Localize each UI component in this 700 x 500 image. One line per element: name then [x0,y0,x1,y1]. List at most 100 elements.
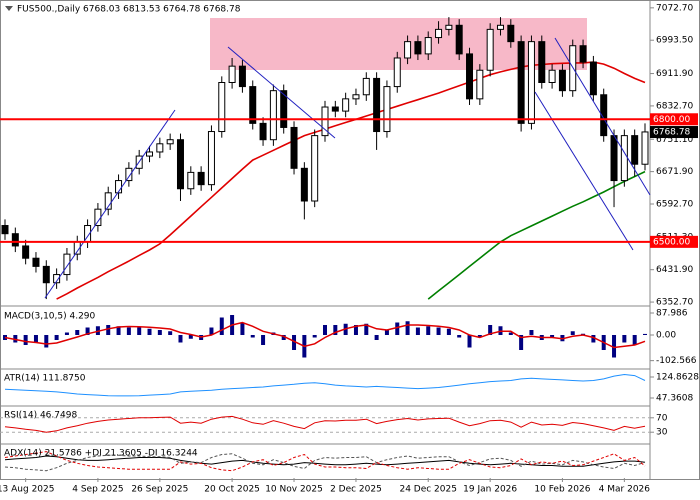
macd-bar [467,335,472,348]
macd-bar [75,330,80,335]
macd-bar [364,323,369,335]
series-line [4,415,646,433]
candle-body [228,65,236,84]
macd-bar [457,335,462,338]
macd-bar [168,331,173,335]
macd-bar [137,327,142,335]
macd-bar [178,335,183,343]
macd-bar [477,335,482,338]
level-label-box [650,113,698,126]
candle-body [125,167,133,182]
candle-body [42,265,50,284]
candle-body [1,225,9,235]
y-tick-label: 6911.90 [656,69,693,79]
macd-bar [550,335,555,338]
candle-body [207,131,215,186]
macd-bar [240,322,245,335]
x-tick-label: 10 Feb 2026 [534,485,590,495]
macd-bar [85,327,90,335]
macd-bar [126,327,131,335]
macd-bar [219,317,224,335]
indicator-title: MACD(3,10,5) 4.290 [4,312,96,322]
macd-bar [426,326,431,335]
candle-body [11,233,19,247]
macd-bar [23,335,28,345]
plot-area [0,17,650,472]
macd-bar [323,325,327,335]
candle-body [300,167,308,202]
candle-body [321,106,329,137]
candle-body [218,82,226,133]
candle-body [466,53,474,100]
candle-body [156,143,164,153]
last-price-box [650,126,698,139]
x-tick-label: 4 Sep 2025 [72,485,123,495]
macd-bar [188,335,193,339]
macd-bar [250,335,255,338]
y-tick-label: 70 [656,413,668,423]
x-tick-label: 10 Nov 2025 [265,485,323,495]
candle-body [104,192,112,210]
candle-body [94,208,102,227]
y-tick-label: 6993.50 [656,36,693,46]
y-tick-label: 6671.90 [656,167,693,177]
candle-body [548,69,556,84]
y-tick-label: 7072.70 [656,3,693,13]
x-tick-label: 20 Oct 2025 [204,485,260,495]
candle-body [352,94,360,100]
series-line [4,321,646,349]
last-price-label: 6768.78 [653,128,690,138]
macd-bar [209,327,214,335]
candle-body [641,131,649,165]
macd-bar [116,326,121,335]
candle-body [600,94,608,137]
trend-line [44,109,176,299]
candle-body [455,24,463,55]
candle-body [187,171,195,190]
x-tick-label: 2 Dec 2025 [330,485,382,495]
macd-bar [64,332,69,335]
macd-bar [395,322,400,335]
candle-body [486,28,494,71]
macd-bar [446,328,451,335]
macd-bar [591,335,596,343]
macd-bar [281,335,286,340]
menu-icon[interactable] [5,6,13,11]
y-tick-label: 6751.10 [656,135,693,145]
y-tick-label: 124.8628 [656,372,699,382]
macd-bar [519,335,524,350]
candle-body [610,135,618,182]
y-tick-label: 0.00 [656,331,676,341]
series-line [56,61,646,300]
series-line [4,373,646,397]
candle-body [176,139,184,190]
macd-bar [261,335,266,345]
candle-body [527,41,535,124]
macd-bar [54,335,59,340]
candle-body [53,274,61,284]
candle-body [249,86,257,124]
x-tick-label: 4 Mar 2026 [599,485,651,495]
macd-bar [632,335,637,345]
candle-body [538,41,546,84]
y-tick-label: -102.566 [656,356,697,366]
y-tick-label: 6832.70 [656,101,693,111]
candle-body [280,90,288,128]
x-tick-label: 24 Dec 2025 [399,485,457,495]
candle-body [290,126,298,169]
candle-body [476,69,484,100]
x-tick-label: 13 Aug 2025 [0,485,54,495]
candle-body [383,86,391,133]
macd-bar [436,327,441,335]
macd-bar [44,335,49,348]
y-tick-label: 47.3608 [656,393,693,403]
candle-body [424,37,432,55]
macd-bar [374,335,379,340]
macd-bar [643,333,647,335]
candle-body [507,24,515,43]
candle-body [579,45,587,63]
macd-bar [384,330,389,335]
indicator-title: RSI(14) 46.7498 [4,411,77,421]
candle-body [517,41,525,124]
candle-body [63,253,71,276]
